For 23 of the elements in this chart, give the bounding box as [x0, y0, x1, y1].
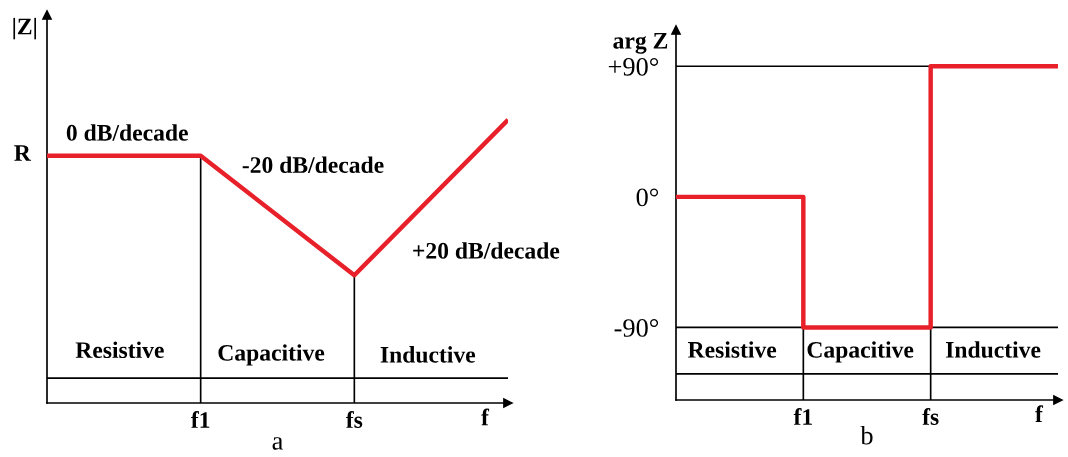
annotation: +20 dB/decade	[413, 242, 560, 259]
annotation: -20 dB/decade	[242, 156, 384, 174]
annotation: Capacitive	[807, 341, 914, 363]
text: R	[14, 145, 32, 161]
annotation: Resistive	[75, 341, 164, 359]
text: b	[860, 425, 873, 445]
text: a	[272, 437, 283, 450]
x-tick-label: f1	[793, 408, 812, 425]
annotation: Inductive	[380, 346, 476, 363]
y-axis-title: |Z|	[13, 17, 37, 40]
x-tick-label: fs	[922, 408, 939, 425]
x-tick-label: fs	[345, 411, 363, 428]
annotation: Resistive	[687, 341, 777, 358]
annotation: Inductive	[945, 341, 1041, 358]
x-tick-label: f1	[191, 411, 210, 428]
y-axis-title: arg Z	[613, 32, 668, 54]
y-tick-label: -90°	[614, 319, 659, 337]
annotation: 0 dB/decade	[66, 124, 188, 141]
annotation: Capacitive	[218, 344, 325, 366]
x-axis-title: f	[481, 408, 490, 426]
y-tick-label: +90°	[608, 57, 659, 76]
x-axis-title: f	[1035, 405, 1044, 422]
y-tick-label: 0°	[636, 188, 659, 207]
